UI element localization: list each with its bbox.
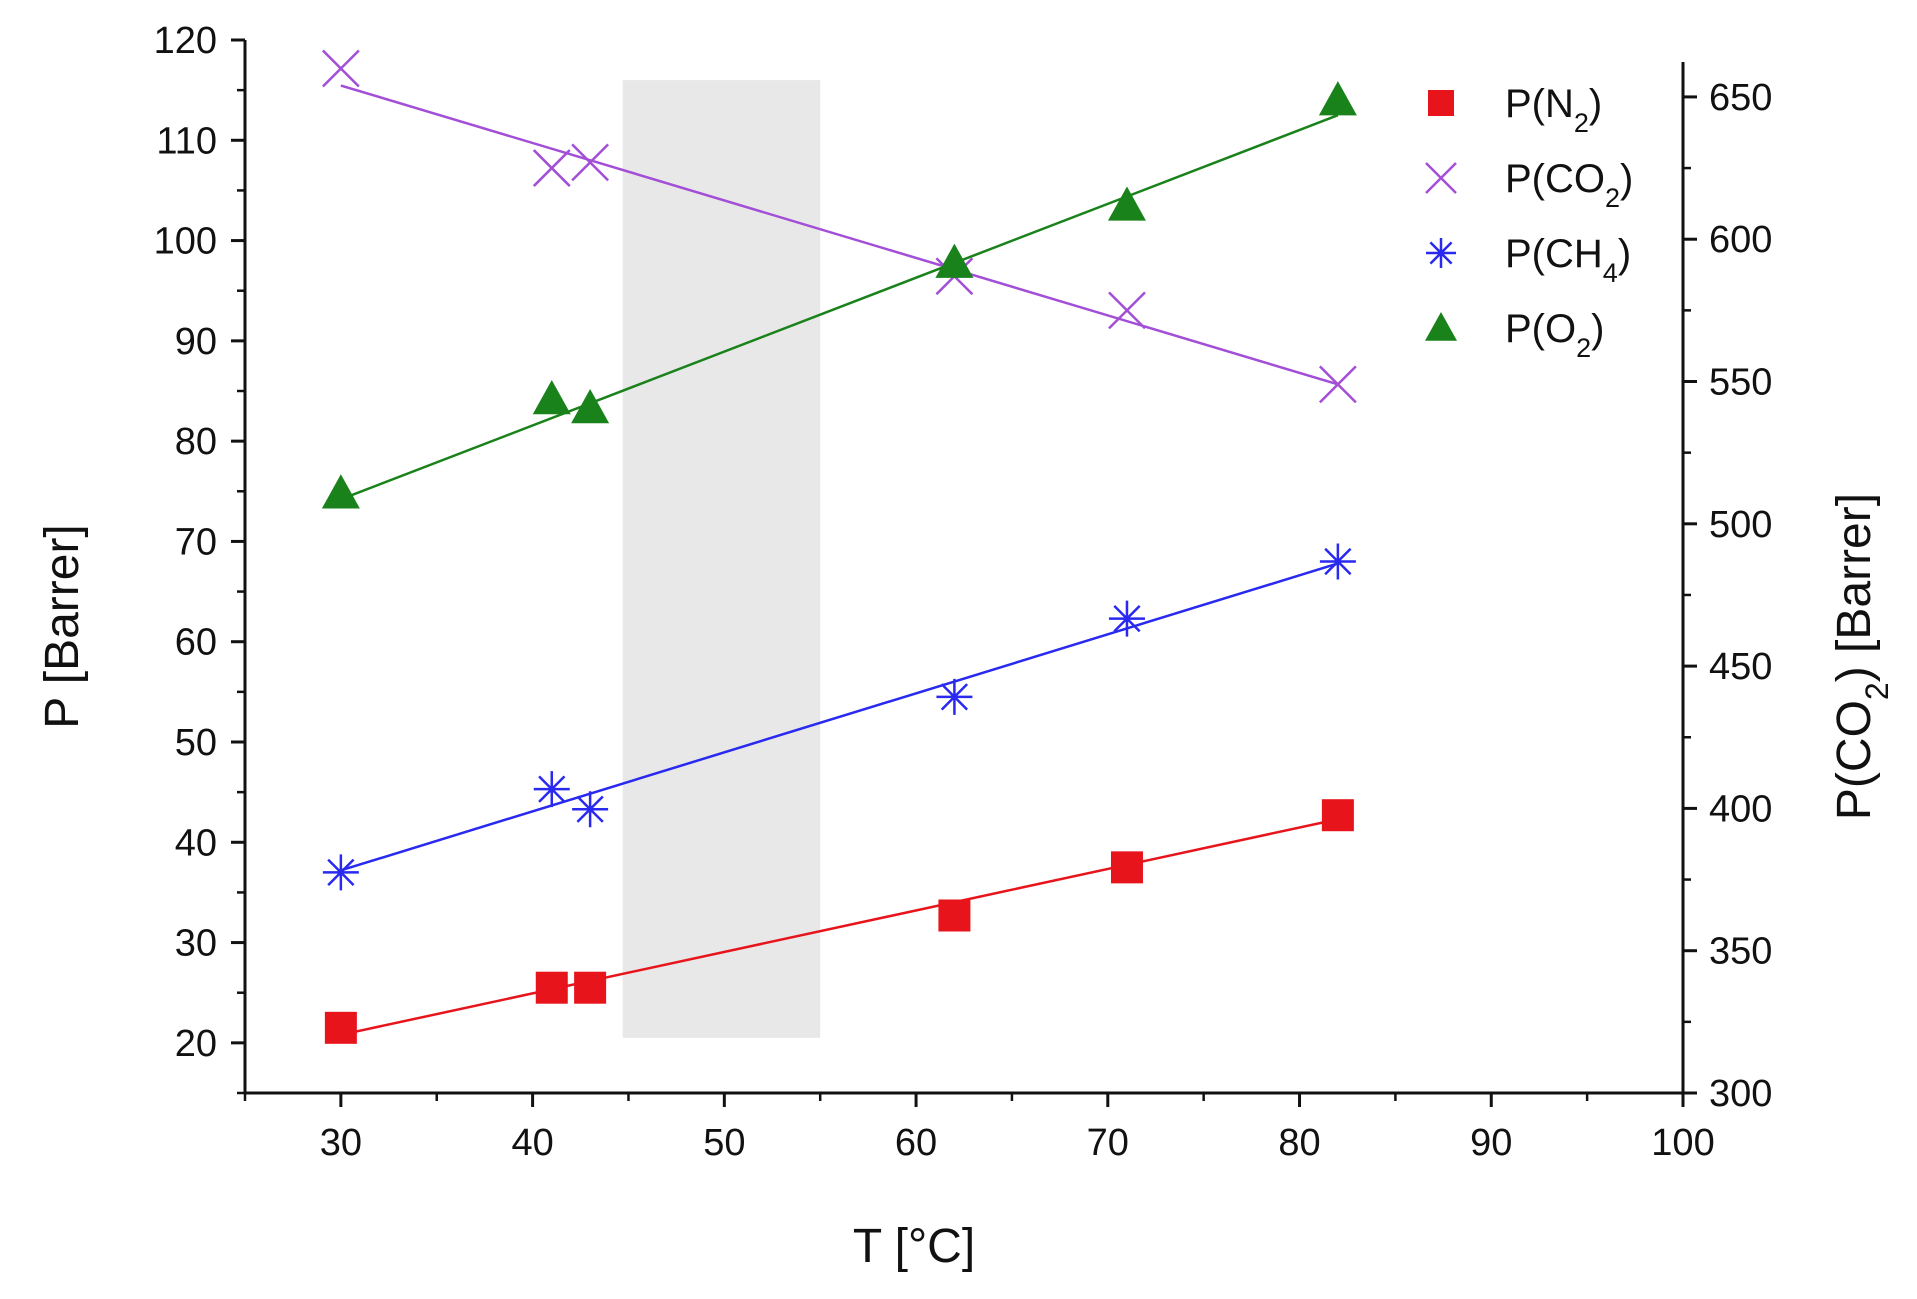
y-tick-label: 40 [175,822,217,864]
y-tick-label: 90 [175,321,217,363]
data-point-2-3 [936,678,973,715]
data-point-1-1 [532,149,571,187]
data-point-2-4 [1108,600,1145,637]
data-point-0-2 [574,971,607,1004]
legend-label-end: ) [1591,307,1604,351]
y-tick-label: 70 [175,521,217,563]
legend-label-0: P(N2) [1505,82,1602,138]
fit-line-1 [340,84,1339,386]
x-tick-label: 100 [1651,1122,1714,1164]
data-point-3-3 [935,243,974,278]
data-point-0-4 [1110,851,1143,884]
x-tick-label: 50 [703,1122,745,1164]
legend-label-end: ) [1589,82,1602,126]
data-point-2-5 [1319,543,1356,580]
data-point-0-1 [535,971,568,1004]
data-point-0-0 [324,1011,357,1044]
x-tick-label: 40 [511,1122,553,1164]
legend-label-sub: 4 [1603,258,1618,288]
y-tick-label: 110 [156,120,217,162]
fit-line-0 [340,817,1339,1037]
legend-label-sub: 2 [1576,333,1591,363]
x-tick-label: 90 [1470,1122,1512,1164]
data-point-0-5 [1321,799,1354,832]
legend-marker-0 [1428,90,1454,116]
y2-axis-title: P(CO2) [Barrer] [1828,493,1895,820]
data-point-1-0 [321,49,360,88]
legend-label-main: P(O [1505,307,1576,351]
x-tick-label: 60 [895,1122,937,1164]
legend-label-end: ) [1620,157,1633,201]
x-tick-label: 30 [320,1122,362,1164]
y-tick-label: 60 [175,622,217,664]
y2-tick-label: 400 [1709,788,1772,830]
y2-tick-label: 450 [1709,646,1772,688]
y-tick-label: 50 [175,722,217,764]
y2-tick-label: 350 [1709,931,1772,973]
data-point-3-1 [532,380,571,415]
y2-title-suffix: ) [Barrer] [1828,493,1881,682]
y2-tick-label: 650 [1709,77,1772,119]
data-point-1-5 [1318,365,1357,404]
data-point-3-4 [1107,186,1146,221]
data-point-3-2 [571,389,610,424]
legend-marker-3 [1425,312,1457,341]
legend-label-main: P(CH [1505,232,1603,276]
fit-line-2 [340,562,1339,872]
shaded-region [622,80,821,1038]
y2-tick-label: 300 [1709,1073,1772,1115]
y2-tick-label: 500 [1709,504,1772,546]
data-point-3-0 [321,474,360,509]
x-axis-title: T [°C] [853,1220,975,1273]
y-tick-label: 20 [175,1023,217,1065]
y-tick-label: 100 [154,221,217,263]
legend-marker-1 [1425,162,1457,194]
y-tick-label: 120 [154,20,217,62]
legend-label-sub: 2 [1574,108,1589,138]
legend-label-1: P(CO2) [1505,157,1633,213]
y2-title-subscript: 2 [1859,682,1895,700]
data-point-2-1 [533,771,570,808]
fit-line-3 [340,114,1339,501]
legend-label-2: P(CH4) [1505,232,1631,288]
legend-marker-2 [1426,238,1456,268]
y-tick-label: 80 [175,421,217,463]
legend-label-end: ) [1618,232,1631,276]
data-point-2-0 [322,854,359,891]
data-point-2-2 [572,791,609,828]
y2-title-prefix: P(CO [1828,700,1881,820]
data-point-1-2 [571,143,610,182]
legend-label-3: P(O2) [1505,307,1604,363]
y-tick-label: 30 [175,923,217,965]
legend-label-main: P(CO [1505,157,1605,201]
data-point-1-4 [1108,291,1146,330]
y-axis-title: P [Barrer] [36,524,89,729]
legend-label-main: P(N [1505,82,1574,126]
legend-label-sub: 2 [1605,183,1620,213]
x-tick-label: 80 [1278,1122,1320,1164]
y2-tick-label: 550 [1709,362,1772,404]
x-tick-label: 70 [1087,1122,1129,1164]
y2-tick-label: 600 [1709,219,1772,261]
data-point-3-5 [1318,81,1357,116]
data-point-0-3 [938,899,971,932]
